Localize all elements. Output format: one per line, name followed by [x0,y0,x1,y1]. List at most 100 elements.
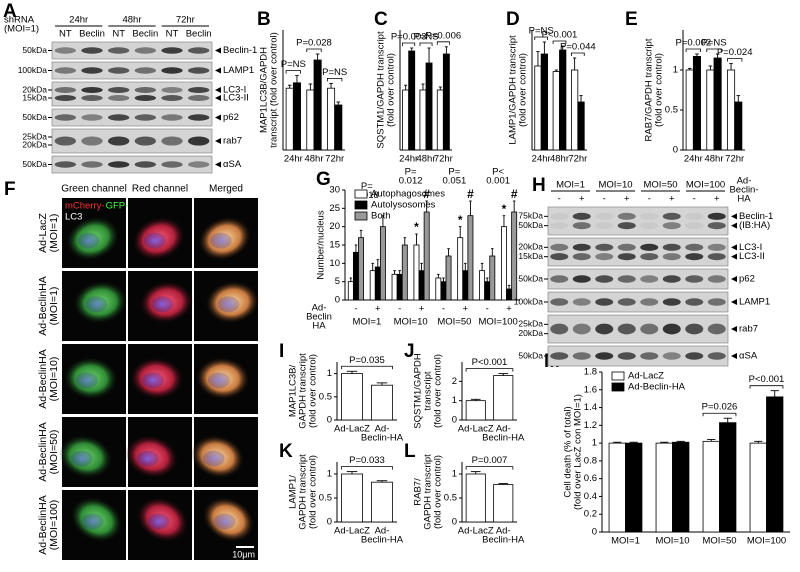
error-bar [707,439,716,442]
bar [436,89,444,151]
blot-band [595,275,614,283]
bar [440,281,447,301]
bar [467,215,474,301]
row-label-group: Ad-BeclinHA (MOI=10) [37,349,60,409]
p-value: P=0.006 [425,30,461,41]
y-axis-label: (fold over LacZ con MOI=1) [573,394,584,510]
blot-band [188,114,210,121]
bar [423,211,430,301]
error-bar [498,373,509,376]
lane-group-label: MOI=50 [643,180,677,191]
band-pointer [215,114,221,121]
blot-header: Beclin- [729,185,758,196]
error-bar [498,483,509,485]
x-tick-label: 48hr [704,154,723,165]
blot-band [81,114,103,121]
kda-label: 20kDa [518,328,543,338]
blot-header: (MOI=1) [4,24,39,35]
y-axis-label: transcript (fold over control) [269,32,280,148]
band-pointer [215,138,221,144]
p-value: 0.001 [486,176,510,187]
legend-label: Both [371,211,391,222]
error-bar [447,248,450,256]
significance-bracket [341,466,393,470]
significance-bracket [402,42,416,46]
blot-header: shRNA [4,15,35,26]
error-bar [393,270,396,275]
bar [334,104,343,151]
x-tick-label: 72hr [568,154,587,165]
blot-band [595,212,614,220]
y-axis-label: transcript [423,371,434,410]
y-tick-label: 30 [329,185,340,196]
blot-header: HA [737,194,751,205]
y-axis-label: GAPDH transcript [298,353,309,429]
x-tick-label: Ad- [375,424,390,435]
scale-bar-label: 10μm [232,549,255,559]
lane-group-label: MOI=100 [686,180,725,191]
blot-strip [51,128,213,154]
blot-band [161,94,183,102]
p-value: P= [361,181,373,192]
band-pointer [731,244,737,251]
bar [702,440,720,533]
lane-label: - [558,194,561,205]
blot-band [108,136,130,146]
error-bar [398,270,401,275]
blot-band [81,86,103,94]
y-tick-label: 0 [592,527,597,538]
y-axis-label: (fold over control) [308,354,319,428]
x-tick-label: + [506,304,512,315]
y-tick-label: 0 [327,517,332,528]
blot-band [572,243,591,251]
lane-label: - [693,194,696,205]
significance-bracket [465,466,514,470]
significance-mark: # [511,187,518,201]
y-axis-label-group: MAP1LC3B/GAPDH transcript (fold over cont… [259,32,280,148]
y-tick-label: 0.8 [584,455,597,466]
blot-band [662,253,681,261]
p-value: P=0.028 [296,38,332,49]
cell-nucleus [85,296,108,313]
bar [511,211,518,301]
blot-band [640,243,659,251]
row-label-group: Ad-LacZ (MOI=1) [37,213,60,253]
blot-band [685,253,704,261]
y-tick-label: 10 [329,258,340,269]
error-bar [507,284,511,289]
row-label: (MOI=1) [48,287,60,326]
lane-group-label: 72hr [176,15,195,26]
group-label: MOI=50 [437,317,471,328]
blot-band [707,352,726,360]
blot-band [617,222,636,230]
band-pointer [731,253,737,260]
legend-swatch [354,211,368,221]
bar [719,422,737,533]
blot-band [550,243,569,251]
significance-bracket [285,70,301,74]
p-value: P=0.035 [349,355,385,366]
lane-label: Beclin [186,29,212,40]
blot-band [595,222,614,230]
group-axis-label: Ad- [312,303,327,314]
bar [625,442,643,533]
lane-label: + [669,194,675,205]
p-value: P= [448,167,460,178]
kda-label: 50kDa [518,350,543,360]
y-axis-label: LAMP1/ [288,475,299,509]
blot-band [595,298,614,306]
bar [727,69,736,151]
cell-nucleus [217,296,240,313]
band-label: LC3-I [223,85,246,96]
y-axis-label: (fold over control) [386,53,397,127]
blot-band [572,253,591,261]
legend-swatch [354,200,368,210]
blot-band [640,323,659,335]
x-tick-label: - [398,304,401,315]
y-axis-label: Cell death (% of total) [563,406,574,497]
bar [559,49,567,151]
lane-label: NT [166,29,179,40]
p-value: P= [405,167,417,178]
blot-band [685,243,704,251]
panel-label: F [4,179,16,200]
